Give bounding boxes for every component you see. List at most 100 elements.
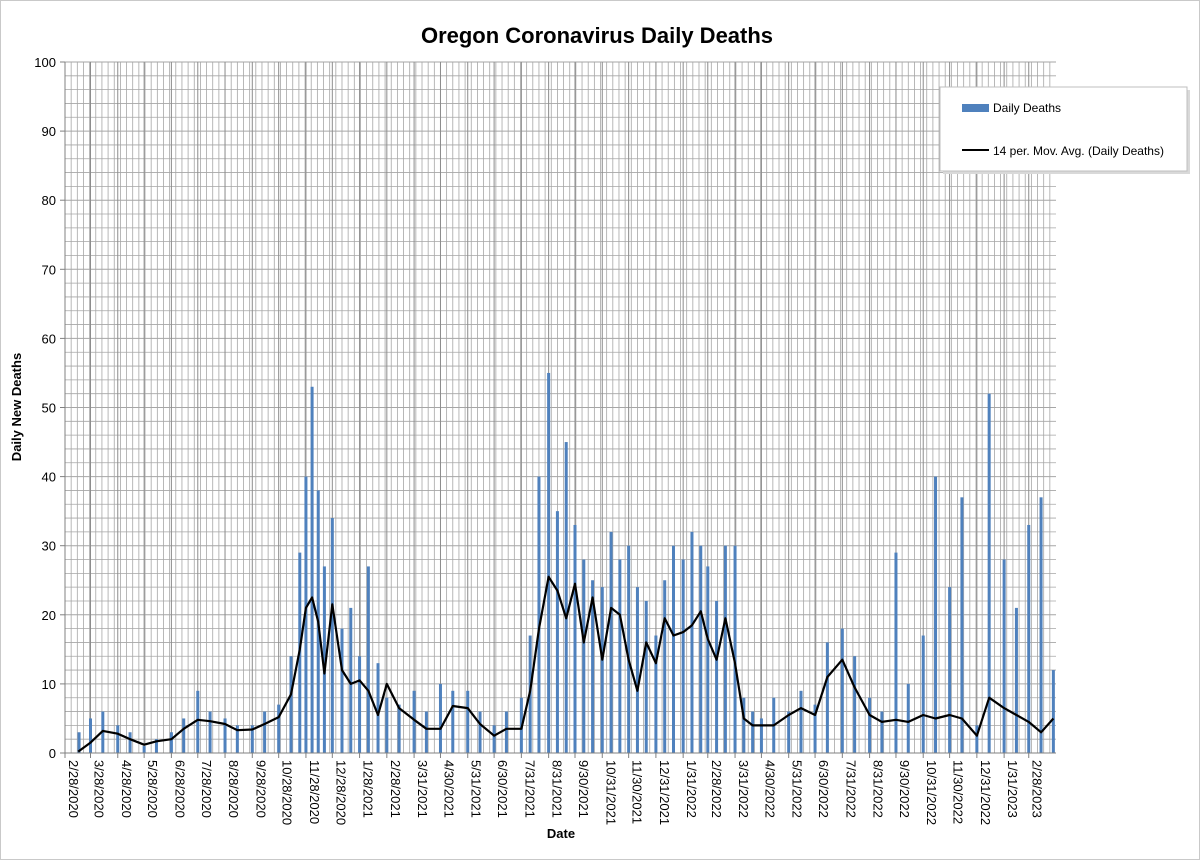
x-tick-label: 12/31/2021 <box>657 760 672 825</box>
bar <box>196 690 200 753</box>
bar <box>330 518 334 753</box>
bar <box>751 711 755 753</box>
x-tick-label: 6/30/2022 <box>816 760 831 818</box>
x-tick-label: 5/28/2020 <box>145 760 160 818</box>
x-tick-label: 11/30/2022 <box>951 760 966 824</box>
bar <box>960 497 964 753</box>
x-tick-label: 2/28/2021 <box>388 760 403 818</box>
x-tick-label: 12/28/2020 <box>333 760 348 825</box>
bar <box>663 580 667 753</box>
legend-box <box>939 86 1188 172</box>
y-tick-label: 30 <box>42 539 56 554</box>
bar <box>934 476 938 753</box>
y-axis-ticks: 0 10 20 30 40 50 60 70 80 90 100 <box>34 55 65 761</box>
bar <box>681 559 685 753</box>
x-tick-label: 7/31/2022 <box>843 760 858 818</box>
legend-label-bars: Daily Deaths <box>993 101 1061 115</box>
bar <box>412 690 416 753</box>
bar <box>627 545 631 753</box>
daily-deaths-bars <box>77 372 1055 753</box>
bar <box>1002 559 1006 753</box>
bar <box>537 476 541 753</box>
bar <box>1027 524 1031 753</box>
y-tick-label: 20 <box>42 608 56 623</box>
y-tick-label: 70 <box>42 262 56 277</box>
bar <box>277 704 281 753</box>
bar <box>128 732 132 753</box>
bar <box>635 587 639 753</box>
bar <box>208 711 212 753</box>
x-tick-label: 12/31/2022 <box>978 760 993 825</box>
bar <box>424 711 428 753</box>
bar <box>438 683 442 753</box>
bar <box>799 690 803 753</box>
vertical-gridlines <box>64 62 1051 753</box>
x-tick-label: 6/30/2021 <box>495 760 510 818</box>
bar <box>154 739 158 753</box>
bar <box>504 711 508 753</box>
bar <box>759 718 763 753</box>
bar <box>250 725 254 753</box>
bar <box>813 704 817 753</box>
x-tick-label: 4/28/2020 <box>119 760 134 818</box>
bar <box>609 531 613 753</box>
bar <box>1039 497 1043 753</box>
x-tick-label: 8/31/2021 <box>550 760 565 818</box>
x-tick-label: 11/28/2020 <box>307 760 322 824</box>
x-tick-label: 7/31/2021 <box>522 760 537 818</box>
x-tick-label: 1/31/2023 <box>1005 760 1020 818</box>
bar <box>397 704 401 753</box>
x-tick-label: 8/31/2022 <box>871 760 886 818</box>
bar <box>1051 670 1055 753</box>
x-tick-label: 5/31/2022 <box>790 760 805 818</box>
bar <box>921 635 925 753</box>
horizontal-gridlines <box>65 61 1056 740</box>
y-tick-label: 0 <box>49 746 56 761</box>
legend: Daily Deaths 14 per. Mov. Avg. (Daily De… <box>939 86 1190 174</box>
x-axis-label: Date <box>547 826 575 841</box>
bar <box>699 545 703 753</box>
bar <box>182 718 186 753</box>
y-tick-label: 60 <box>42 331 56 346</box>
bar <box>1014 607 1018 753</box>
bar <box>547 372 551 753</box>
bar <box>600 587 604 753</box>
y-tick-label: 90 <box>42 124 56 139</box>
x-tick-label: 7/28/2020 <box>199 760 214 818</box>
bar <box>880 711 884 753</box>
x-tick-label: 9/30/2021 <box>576 760 591 818</box>
x-tick-label: 10/31/2021 <box>603 760 618 825</box>
y-tick-label: 80 <box>42 193 56 208</box>
bar <box>310 386 314 753</box>
x-tick-label: 5/31/2021 <box>469 760 484 818</box>
x-tick-label: 9/28/2020 <box>253 760 268 818</box>
bar <box>975 725 979 753</box>
bar <box>723 545 727 753</box>
bar <box>582 559 586 753</box>
y-tick-label: 10 <box>42 677 56 692</box>
x-tick-label: 8/28/2020 <box>226 760 241 818</box>
y-tick-label: 50 <box>42 401 56 416</box>
bar <box>77 732 81 753</box>
x-tick-label: 1/28/2021 <box>361 760 376 818</box>
bar <box>987 393 991 753</box>
x-tick-label: 9/30/2022 <box>897 760 912 818</box>
bar <box>169 732 173 753</box>
bar <box>742 697 746 753</box>
legend-swatch-bars <box>962 104 989 112</box>
moving-average-line <box>77 575 1055 753</box>
bar <box>89 718 93 753</box>
bar <box>116 725 120 753</box>
bar <box>358 656 362 753</box>
bar <box>825 642 829 753</box>
legend-label-line: 14 per. Mov. Avg. (Daily Deaths) <box>993 144 1164 158</box>
bar <box>787 711 791 753</box>
bar <box>492 725 496 753</box>
y-axis-label: Daily New Deaths <box>9 353 24 461</box>
x-tick-label: 6/28/2020 <box>172 760 187 818</box>
x-tick-label: 2/28/2023 <box>1030 760 1045 818</box>
bar <box>868 697 872 753</box>
bar <box>618 559 622 753</box>
bar <box>263 711 267 753</box>
